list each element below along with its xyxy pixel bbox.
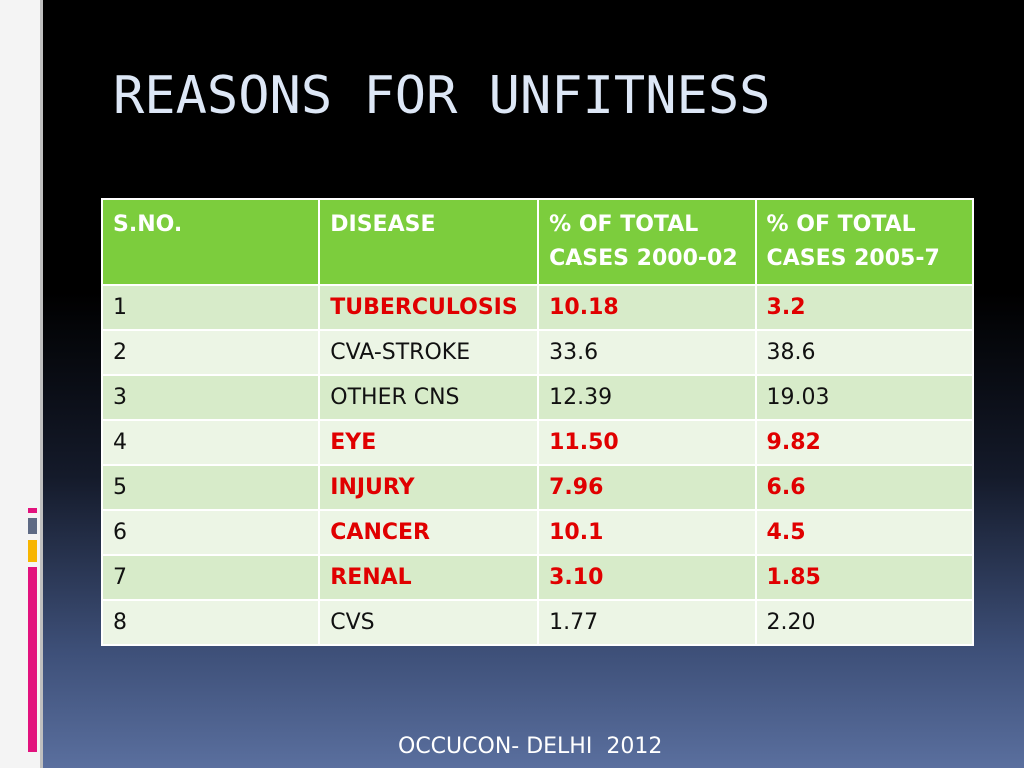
header-pct-2000-02: % OF TOTAL CASES 2000-02	[537, 198, 757, 286]
cell-disease: INJURY	[318, 464, 540, 511]
cell-pct-2000-02: 11.50	[537, 419, 757, 466]
cell-pct-2005-7: 38.6	[754, 329, 975, 376]
cell-sno: 1	[100, 284, 321, 331]
unfitness-table: S.NO. DISEASE % OF TOTAL CASES 2000-02 %…	[100, 198, 975, 646]
cell-disease: OTHER CNS	[318, 374, 540, 421]
cell-disease: EYE	[318, 419, 540, 466]
decor-bar-gray	[28, 518, 37, 534]
cell-pct-2005-7: 6.6	[754, 464, 975, 511]
table-row: 7 RENAL 3.10 1.85	[100, 554, 975, 601]
cell-pct-2000-02: 10.1	[537, 509, 757, 556]
table-row: 2 CVA-STROKE 33.6 38.6	[100, 329, 975, 376]
cell-disease: RENAL	[318, 554, 540, 601]
cell-sno: 4	[100, 419, 321, 466]
table-row: 6 CANCER 10.1 4.5	[100, 509, 975, 556]
header-sno: S.NO.	[100, 198, 321, 286]
cell-pct-2005-7: 4.5	[754, 509, 975, 556]
cell-pct-2005-7: 9.82	[754, 419, 975, 466]
cell-sno: 8	[100, 599, 321, 646]
cell-pct-2000-02: 10.18	[537, 284, 757, 331]
cell-sno: 5	[100, 464, 321, 511]
cell-pct-2000-02: 7.96	[537, 464, 757, 511]
slide-footer: OCCUCON- DELHI 2012	[398, 734, 663, 759]
header-pct-2005-7: % OF TOTAL CASES 2005-7	[754, 198, 975, 286]
decor-bar-pink	[28, 567, 37, 752]
slide-title: REASONS FOR UNFITNESS	[113, 66, 771, 126]
cell-pct-2000-02: 33.6	[537, 329, 757, 376]
header-disease: DISEASE	[318, 198, 540, 286]
cell-disease: CANCER	[318, 509, 540, 556]
cell-sno: 7	[100, 554, 321, 601]
cell-sno: 6	[100, 509, 321, 556]
cell-sno: 3	[100, 374, 321, 421]
cell-pct-2005-7: 19.03	[754, 374, 975, 421]
table-row: 8 CVS 1.77 2.20	[100, 599, 975, 646]
cell-pct-2005-7: 3.2	[754, 284, 975, 331]
table-header-row: S.NO. DISEASE % OF TOTAL CASES 2000-02 %…	[100, 198, 975, 286]
decor-bar-yellow	[28, 540, 37, 562]
cell-pct-2000-02: 12.39	[537, 374, 757, 421]
cell-pct-2000-02: 3.10	[537, 554, 757, 601]
left-decor-strip	[0, 0, 43, 768]
cell-sno: 2	[100, 329, 321, 376]
table-row: 3 OTHER CNS 12.39 19.03	[100, 374, 975, 421]
cell-disease: CVA-STROKE	[318, 329, 540, 376]
table-row: 4 EYE 11.50 9.82	[100, 419, 975, 466]
table-body: 1 TUBERCULOSIS 10.18 3.2 2 CVA-STROKE 33.6 38.6…	[100, 284, 975, 646]
cell-disease: CVS	[318, 599, 540, 646]
decor-bar-pink-small	[28, 508, 37, 513]
table-row: 1 TUBERCULOSIS 10.18 3.2	[100, 284, 975, 331]
cell-pct-2005-7: 1.85	[754, 554, 975, 601]
table-row: 5 INJURY 7.96 6.6	[100, 464, 975, 511]
cell-pct-2000-02: 1.77	[537, 599, 757, 646]
cell-disease: TUBERCULOSIS	[318, 284, 540, 331]
cell-pct-2005-7: 2.20	[754, 599, 975, 646]
